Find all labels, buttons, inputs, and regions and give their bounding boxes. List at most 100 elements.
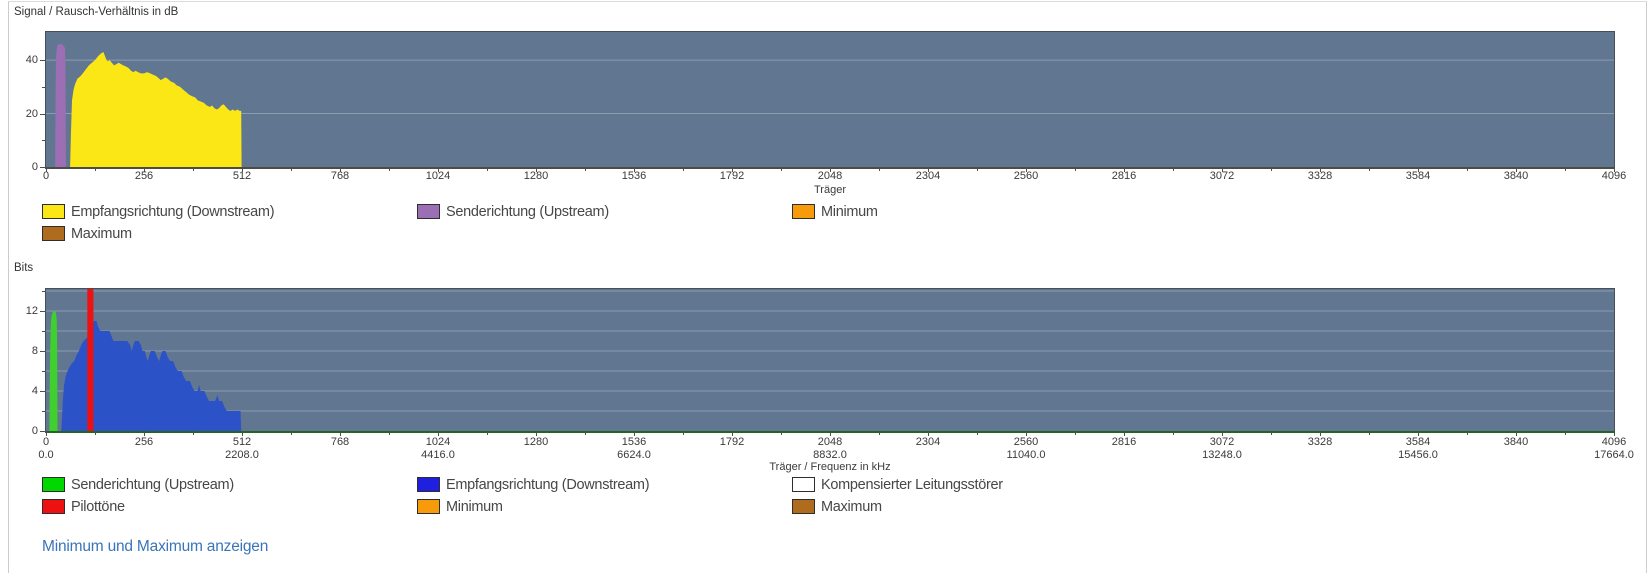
frequency-tick-label: 15456.0 <box>1398 449 1438 461</box>
x-axis-tick-mark <box>193 167 194 171</box>
x-axis-tick-mark <box>1271 167 1272 171</box>
legend-item-maximum: Maximum <box>42 225 417 242</box>
x-axis-tick-mark <box>389 431 390 435</box>
x-axis-tick-label: 2560 <box>1013 436 1039 448</box>
bits-chart-title: Bits <box>14 262 34 274</box>
y-axis-tick-mark <box>42 331 45 332</box>
x-axis-tick-mark <box>193 431 194 435</box>
x-axis-tick-label: 3840 <box>1503 436 1529 448</box>
x-axis-tick-mark <box>977 431 978 435</box>
x-axis-tick-mark <box>1124 431 1125 436</box>
x-axis-tick-mark <box>1369 167 1370 171</box>
x-axis-tick-mark <box>242 167 243 172</box>
x-axis-tick-label: 3840 <box>1503 170 1529 182</box>
y-axis-tick-mark <box>40 60 45 62</box>
x-axis-tick-label: 3072 <box>1209 170 1235 182</box>
x-axis-tick-mark <box>487 167 488 171</box>
x-axis-tick-label: 4096 <box>1601 170 1627 182</box>
legend-swatch-maximum <box>792 499 815 514</box>
x-axis-tick-mark <box>389 167 390 171</box>
x-axis-tick-mark <box>879 167 880 171</box>
y-axis-tick-label: 40 <box>25 54 38 67</box>
frequency-tick-label: 4416.0 <box>421 449 455 461</box>
legend-label: Minimum <box>446 498 503 515</box>
y-axis-tick-label: 0 <box>31 161 38 173</box>
x-axis-tick-mark <box>634 167 635 172</box>
x-axis-tick-mark <box>1075 431 1076 435</box>
y-axis-tick-label: 8 <box>31 345 38 357</box>
x-axis-tick-label: 768 <box>330 436 350 448</box>
x-axis-tick-label: 1024 <box>425 170 451 182</box>
y-axis-tick-mark <box>40 351 45 352</box>
legend-swatch-pilott-ne <box>42 499 65 514</box>
snr-chart-section: Signal / Rausch-Verhältnis in dB 0 20 40 0… <box>0 6 1651 258</box>
x-axis-tick-mark <box>95 167 96 171</box>
frequency-tick-label: 13248.0 <box>1202 449 1242 461</box>
legend-swatch-empfangsrichtung-downstream <box>417 477 440 492</box>
x-axis-tick-mark <box>1026 431 1027 436</box>
legend-swatch-senderichtung-upstream <box>42 477 65 492</box>
x-axis-tick-label: 2048 <box>817 436 843 448</box>
frequency-tick-label: 6624.0 <box>617 449 651 461</box>
x-axis-tick-mark <box>732 431 733 436</box>
show-min-max-link[interactable]: Minimum und Maximum anzeigen <box>42 538 269 555</box>
x-axis-tick-label: 0 <box>42 170 50 182</box>
series-empfangsrichtung-downstream <box>70 52 242 167</box>
y-axis-tick-mark <box>42 86 45 88</box>
x-axis-tick-label: 256 <box>134 436 154 448</box>
legend-swatch-empfangsrichtung-downstream <box>42 204 65 219</box>
x-axis-tick-label: 1280 <box>523 170 549 182</box>
x-axis-tick-mark <box>879 431 880 435</box>
x-axis-tick-mark <box>291 167 292 171</box>
x-axis-tick-mark <box>1026 167 1027 172</box>
bits-plot-area <box>45 288 1615 433</box>
legend-label: Maximum <box>71 225 132 242</box>
legend-label: Maximum <box>821 498 882 515</box>
y-axis-tick-mark <box>40 391 45 392</box>
y-axis-tick-mark <box>42 140 45 142</box>
x-axis-tick-label: 3584 <box>1405 170 1431 182</box>
x-axis-tick-mark <box>1467 167 1468 171</box>
y-axis-tick-mark <box>40 431 45 432</box>
x-axis-tick-label: 0 <box>42 436 50 448</box>
x-axis-tick-mark <box>1271 431 1272 435</box>
y-axis-tick-mark <box>42 371 45 372</box>
y-axis-tick-label: 0 <box>31 425 38 437</box>
legend-item-minimum: Minimum <box>792 204 1222 220</box>
bits-x-axis-title: Träger / Frequenz in kHz <box>769 461 891 473</box>
legend-label: Empfangsrichtung (Downstream) <box>71 203 275 220</box>
x-axis-tick-mark <box>634 431 635 436</box>
legend-item-minimum: Minimum <box>417 498 792 515</box>
x-axis-tick-label: 256 <box>134 170 154 182</box>
y-axis-tick-mark <box>40 113 45 115</box>
y-axis-tick-label: 4 <box>31 385 38 397</box>
bits-legend: Senderichtung (Upstream) Empfangsrichtung… <box>42 476 1222 515</box>
x-axis-tick-label: 4096 <box>1601 436 1627 448</box>
x-axis-tick-mark <box>291 431 292 435</box>
x-axis-tick-mark <box>977 167 978 171</box>
x-axis-tick-label: 2048 <box>817 170 843 182</box>
x-axis-tick-mark <box>487 431 488 435</box>
legend-swatch-senderichtung-upstream <box>417 204 440 219</box>
snr-legend: Empfangsrichtung (Downstream) Senderichtu… <box>42 203 1222 242</box>
y-axis-tick-label: 20 <box>25 107 38 120</box>
x-axis-tick-label: 2304 <box>915 170 941 182</box>
x-axis-tick-mark <box>95 431 96 435</box>
x-axis-tick-mark <box>928 167 929 172</box>
x-axis-tick-mark <box>1124 167 1125 172</box>
frequency-tick-label: 8832.0 <box>813 449 847 461</box>
legend-label: Empfangsrichtung (Downstream) <box>446 476 650 493</box>
frequency-tick-label: 0.0 <box>38 449 54 461</box>
legend-label: Senderichtung (Upstream) <box>71 476 234 493</box>
x-axis-tick-mark <box>536 431 537 436</box>
x-axis-tick-mark <box>830 431 831 436</box>
x-axis-tick-mark <box>1614 167 1615 172</box>
x-axis-tick-mark <box>1320 167 1321 172</box>
snr-x-axis-title: Träger <box>814 184 846 196</box>
x-axis-tick-label: 1792 <box>719 170 745 182</box>
x-axis-tick-mark <box>1369 431 1370 435</box>
frequency-tick-label: 11040.0 <box>1006 449 1046 461</box>
x-axis-tick-label: 1536 <box>621 436 647 448</box>
x-axis-tick-label: 2304 <box>915 436 941 448</box>
legend-item-pilott-ne: Pilottöne <box>42 499 417 515</box>
